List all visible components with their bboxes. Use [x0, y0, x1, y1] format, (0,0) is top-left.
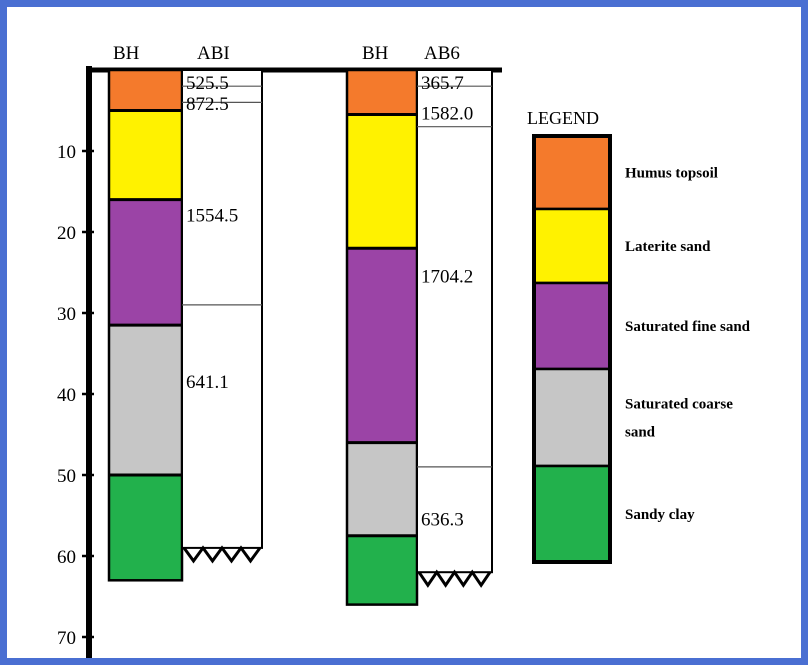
- log1-res-header: ABI: [197, 43, 230, 64]
- legend-label-laterite: Laterite sand: [625, 239, 711, 255]
- resistivity-column-outline: [181, 69, 263, 549]
- resistivity-value: 636.3: [421, 509, 464, 530]
- resistivity-value: 1554.5: [186, 206, 238, 227]
- resistivity-value: 872.5: [186, 94, 229, 115]
- log2-res-header: AB6: [424, 43, 460, 64]
- resistivity-value: 525.5: [186, 73, 229, 94]
- legend-swatch-humus: [532, 134, 612, 211]
- stratum-clay: [109, 475, 182, 581]
- depth-tick-label: 20: [57, 223, 76, 244]
- depth-tick-label: 60: [57, 547, 76, 568]
- legend-label-humus: Humus topsoil: [625, 166, 718, 182]
- legend: Humus topsoil Laterite sand Saturated fine…: [532, 134, 751, 564]
- stratum-clay: [347, 535, 417, 605]
- legend-label-fine: Saturated fine sand: [625, 319, 751, 335]
- legend-swatch-clay: [532, 464, 612, 564]
- depth-tick-label: 40: [57, 385, 76, 406]
- stratum-fine: [347, 248, 417, 443]
- resistivity-column-outline: [416, 69, 493, 574]
- termination-zigzag: [182, 545, 262, 564]
- borehole-log-ab6: 365.7 1582.0 1704.2 636.3: [345, 68, 493, 606]
- depth-tick-label: 30: [57, 304, 76, 325]
- stratum-fine: [109, 199, 182, 326]
- depth-tick-label: 70: [57, 628, 76, 649]
- resistivity-value: 365.7: [421, 73, 464, 94]
- stratum-laterite: [347, 114, 417, 249]
- depth-ticks: 10 20 30 40 50 60 70: [57, 142, 94, 649]
- log2-bh-header: BH: [362, 43, 389, 64]
- legend-title: LEGEND: [527, 108, 599, 128]
- resistivity-value: 1704.2: [421, 266, 473, 287]
- stratum-coarse: [347, 442, 417, 536]
- resistivity-value: 1582.0: [421, 104, 473, 125]
- legend-label-clay: Sandy clay: [625, 507, 695, 523]
- termination-zigzag: [417, 569, 492, 588]
- stratum-humus: [109, 70, 182, 111]
- stratum-laterite: [109, 110, 182, 200]
- legend-swatch-laterite: [532, 207, 612, 285]
- legend-swatch-fine: [532, 281, 612, 371]
- depth-tick-label: 50: [57, 466, 76, 487]
- log1-bh-header: BH: [113, 43, 140, 64]
- legend-swatch-coarse: [532, 367, 612, 468]
- resistivity-value: 641.1: [186, 372, 229, 393]
- stratum-humus: [347, 70, 417, 115]
- legend-outline: [532, 134, 612, 564]
- stratum-coarse: [109, 325, 182, 475]
- depth-tick-label: 10: [57, 142, 76, 163]
- legend-label-coarse: Saturated coarse: [625, 397, 733, 413]
- legend-label-coarse: sand: [625, 425, 656, 441]
